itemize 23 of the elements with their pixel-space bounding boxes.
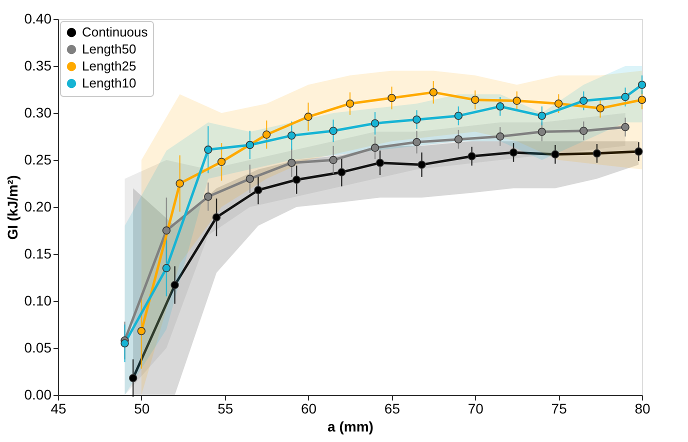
x-axis-title: a (mm) [328, 418, 374, 434]
y-tick-label: 0.10 [24, 292, 52, 308]
legend-label: Length25 [82, 58, 136, 74]
x-tick-label: 50 [134, 400, 150, 416]
y-tick-label: 0.15 [24, 246, 52, 262]
y-tick-label: 0.20 [24, 198, 52, 214]
legend-label: Length50 [82, 42, 136, 56]
x-tick-label: 80 [634, 400, 650, 416]
x-tick-label: 55 [218, 400, 234, 416]
y-tick-label: 0.30 [24, 104, 52, 120]
legend-label: Continuous [82, 24, 148, 40]
y-axis-title: GI (kJ/m²) [4, 175, 20, 240]
x-tick-label: 75 [551, 400, 568, 416]
x-tick-label: 70 [468, 400, 484, 416]
y-tick-label: 0.35 [24, 58, 52, 74]
x-tick-label: 45 [50, 400, 66, 416]
y-tick-label: 0.25 [24, 152, 52, 168]
x-tick-label: 65 [384, 400, 400, 416]
y-tick-label: 0.40 [24, 10, 52, 26]
y-tick-label: 0.00 [24, 386, 52, 402]
legend-label: Length10 [82, 76, 136, 90]
x-tick-label: 60 [300, 400, 317, 416]
y-tick-label: 0.05 [24, 340, 52, 356]
